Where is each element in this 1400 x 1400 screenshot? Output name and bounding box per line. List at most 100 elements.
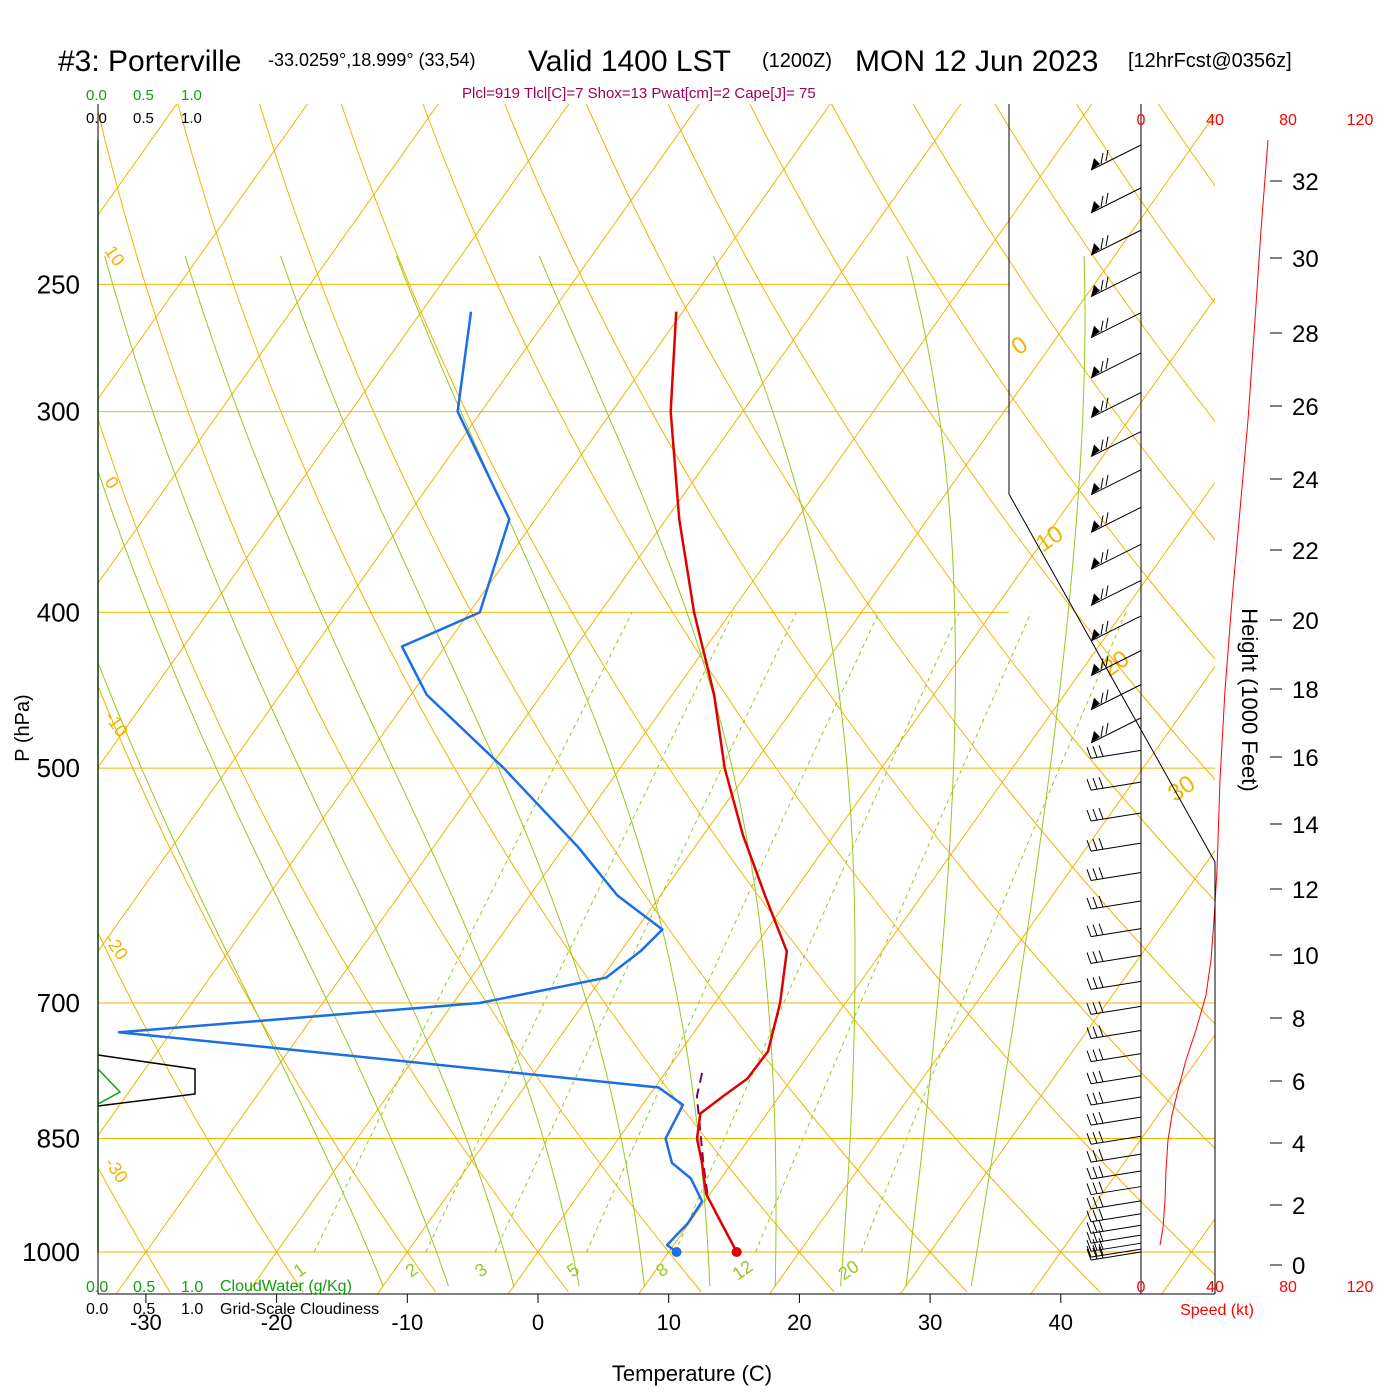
wind-barb [1090,469,1142,496]
x-tick-label: 10 [656,1310,680,1335]
moist-adiabat [905,255,956,1287]
isotherm-line [638,481,1215,1294]
wind-barb-feather [1092,1239,1098,1251]
pressure-label: 1000 [22,1237,80,1267]
wind-barb [1090,717,1142,744]
wind-barb-staff [1090,1170,1142,1180]
wind-barb-staff [1090,579,1142,606]
isotherm-line [246,104,1093,1294]
wind-barb-staff [1090,352,1142,379]
isotherm-line [1030,1033,1215,1294]
wind-barb-staff [1090,1116,1142,1126]
wind-barb [1086,1181,1142,1196]
isotherm-label: 10 [101,242,129,270]
dry-adiabat [98,417,569,1293]
cloud-water-label: CloudWater (g/Kg) [220,1278,352,1295]
wind-barb-pennant [1091,628,1100,641]
wind-barb-feather [1098,837,1104,850]
temperature-trace [669,311,789,1253]
wind-barb-feather [1086,1050,1092,1062]
wind-barb-staff [1090,781,1142,791]
wind-barb-feather [1098,1131,1104,1143]
wind-barb-feather [1100,515,1104,527]
height-tick-label: 26 [1292,394,1319,421]
moist-adiabat [184,255,580,1287]
wind-barb-feather [1092,1149,1098,1162]
chart-header: #3: Porterville -33.0259°,18.999° (33,54… [58,45,1292,78]
wind-barb [1086,807,1142,822]
wind-barb-pennant [1091,284,1100,297]
wind-barb-staff [1090,1234,1142,1244]
wind-barb-feather [1105,655,1109,667]
wind-barb [1086,1048,1142,1063]
wind-barb-feather [1086,1183,1092,1195]
dry-adiabat [1322,104,1400,1292]
dry-adiabat [422,104,1215,1276]
wind-barb-staff [1090,1135,1142,1145]
wind-barb [1086,1220,1142,1234]
valid-time: Valid 1400 LST [528,45,731,78]
x-axis-title: Temperature (C) [612,1361,772,1386]
wind-barb-staff [1090,1153,1142,1163]
moist-adiabat [98,661,384,1287]
height-tick-label: 32 [1292,169,1319,196]
forecast-label: [12hrFcst@0356z] [1128,50,1292,72]
wind-barb-feather [1086,839,1092,852]
wind-barb-feather [1100,195,1104,207]
wind-barb [1090,144,1142,171]
wind-barb-feather [1098,1208,1104,1220]
moist-adiabat [538,255,777,1287]
wind-barb-feather [1086,1072,1092,1084]
wind-barb-feather [1100,588,1104,600]
wind-barb-staff [1090,928,1142,938]
height-axis-title: Height (1000 Feet) [1237,608,1262,791]
x-tick-label: -30 [130,1310,162,1335]
speed-axis-title: Speed (kt) [1180,1302,1254,1319]
wind-barb-staff [1090,506,1142,533]
wind-barb-pennant [1091,482,1100,495]
wind-barb-feather [1086,1210,1092,1222]
wind-barb-feather [1098,1165,1104,1178]
wind-barb [1086,1229,1142,1244]
wind-barb-feather [1098,1111,1104,1124]
wind-barb [1090,543,1142,570]
wind-barb [1086,1111,1142,1126]
wind-barb-staff [1090,1186,1142,1196]
wind-barb-staff [1090,1224,1142,1234]
wind-barb-staff [1090,1248,1142,1258]
wind-barb-feather [1092,1002,1098,1014]
wind-barb [1086,837,1142,852]
gridscale-scale-1-bottom: 0.5 [133,1301,155,1318]
height-tick-label: 18 [1292,677,1319,704]
dry-adiabat [177,104,835,1293]
wind-barb [1090,615,1142,642]
wind-barb-feather [1092,1166,1098,1179]
gridscale-label: Grid-Scale Cloudiness [220,1301,379,1318]
mixing-ratio-line [425,612,735,1253]
cloud-water-scale-0: 0.0 [86,87,107,104]
wind-barb-feather [1098,950,1104,962]
wind-barb-feather [1092,924,1098,936]
wind-barb-feather [1092,1209,1098,1221]
isotherm-label: 10 [1031,520,1068,557]
dry-adiabat [98,109,702,1293]
cloud-water-scale-2: 1.0 [181,87,202,104]
wind-barb-pennant [1091,730,1100,743]
gridscale-scale-2: 1.0 [181,110,202,127]
gridscale-scale-2-bottom: 1.0 [181,1301,203,1318]
wind-barb-staff [1090,1075,1142,1085]
wind-barb-feather [1092,777,1098,790]
surface-temperature-dot [731,1247,742,1257]
dry-adiabat [98,931,304,1293]
moist-adiabat [712,255,856,1287]
wind-barb-feather [1086,1167,1092,1180]
dry-adiabat [340,104,1101,1293]
wind-barb-pennant [1091,444,1100,457]
height-tick-label: 16 [1292,745,1319,772]
mixing-ratio-label: 20 [835,1256,863,1284]
wind-barb-feather [1100,238,1104,250]
speed-tick-label-top: 120 [1347,112,1374,129]
parcel-trace [695,1069,709,1194]
height-tick-label: 28 [1292,321,1319,348]
